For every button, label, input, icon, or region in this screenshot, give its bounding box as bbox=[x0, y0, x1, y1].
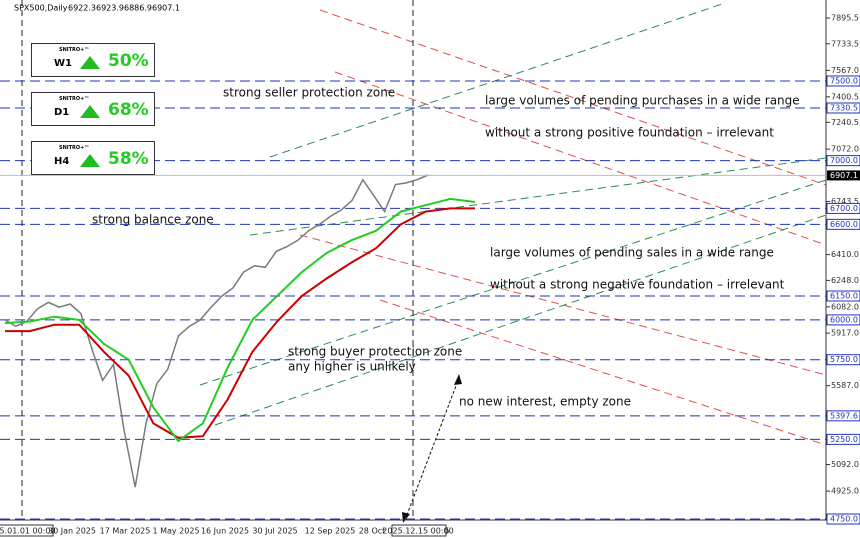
brand: SNITRO+™ bbox=[59, 145, 90, 151]
timeframe: W1 bbox=[54, 58, 72, 69]
percent: 58% bbox=[108, 149, 149, 169]
trend-lines bbox=[199, 2, 827, 446]
x-tick-label: 12 Sep 2025 bbox=[305, 527, 356, 536]
arrow-head bbox=[454, 374, 462, 385]
ohlc-value: 6923.9 bbox=[96, 4, 124, 13]
percent: 68% bbox=[108, 100, 149, 120]
x-tick-label: 30 Jan 2025 bbox=[48, 527, 96, 536]
x-tick-label: 17 Mar 2025 bbox=[100, 527, 151, 536]
y-tick-label: 7240.5 bbox=[831, 118, 859, 127]
level-label: 7330.5 bbox=[830, 103, 858, 112]
last-price-box bbox=[827, 170, 860, 181]
x-tick-label: 1 May 2025 bbox=[152, 527, 199, 536]
y-tick-label: 6248.0 bbox=[831, 276, 859, 285]
level-label: 6000.0 bbox=[830, 315, 858, 324]
x-tick-label: 28 Oct bbox=[359, 527, 386, 536]
up-icon bbox=[80, 154, 100, 167]
y-tick-label: 5092.0 bbox=[831, 460, 859, 469]
level-box bbox=[826, 75, 860, 87]
y-tick-label: 6082.0 bbox=[831, 302, 859, 311]
level-box bbox=[826, 155, 860, 167]
level-box bbox=[826, 202, 860, 214]
y-tick-label: 7072.0 bbox=[831, 145, 859, 154]
arrow-head bbox=[402, 512, 410, 523]
level-label: 5750.0 bbox=[830, 355, 858, 364]
signal-widget: SNITRO+™ H4 58% bbox=[31, 141, 155, 175]
timeframe: D1 bbox=[54, 107, 70, 118]
x-tick-label: 2025.12.15 00:00 bbox=[382, 527, 453, 536]
annotation: strong buyer protection zone bbox=[288, 345, 462, 359]
x-tick-label: 30 Jul 2025 bbox=[252, 527, 297, 536]
level-label: 6700.0 bbox=[830, 204, 858, 213]
x-tick-label: 16 Jun 2025 bbox=[201, 527, 249, 536]
level-box bbox=[826, 354, 860, 366]
level-label: 7000.0 bbox=[830, 156, 858, 165]
signal-widget: SNITRO+™ D1 68% bbox=[31, 92, 155, 126]
annotation: any higher is unlikely bbox=[288, 360, 416, 374]
last-price-label: 6907.1 bbox=[830, 171, 858, 180]
x-tick-label: 5 bbox=[444, 527, 449, 536]
y-tick-label: 5587.0 bbox=[831, 381, 859, 390]
level-label: 7500.0 bbox=[830, 76, 858, 85]
ohlc-value: 6886.9 bbox=[124, 4, 152, 13]
ohlc-value: 6922.3 bbox=[68, 4, 96, 13]
up-icon bbox=[80, 105, 100, 118]
chart-title: SPX500,Daily bbox=[14, 4, 68, 13]
level-box bbox=[826, 433, 860, 445]
y-tick-label: 5917.0 bbox=[831, 329, 859, 338]
level-label: 4750.0 bbox=[830, 515, 858, 524]
annotation: no new interest, empty zone bbox=[459, 395, 631, 409]
y-tick-label: 7733.5 bbox=[831, 39, 859, 48]
percent: 50% bbox=[108, 51, 149, 71]
level-label: 5250.0 bbox=[830, 435, 858, 444]
level-box bbox=[826, 513, 860, 525]
level-box bbox=[826, 410, 860, 422]
level-box bbox=[826, 102, 860, 114]
y-tick-label: 4925.0 bbox=[831, 487, 859, 496]
y-tick-label: 7400.5 bbox=[831, 92, 859, 101]
timeframe: H4 bbox=[54, 156, 70, 167]
signal-widget: SNITRO+™ W1 50% bbox=[31, 43, 155, 77]
level-box bbox=[826, 290, 860, 302]
y-tick-label: 7567.0 bbox=[831, 66, 859, 75]
annotation: strong seller protection zone bbox=[223, 86, 395, 100]
level-box bbox=[826, 314, 860, 326]
series-line bbox=[5, 207, 475, 439]
y-tick-label: 7895.5 bbox=[831, 13, 859, 22]
x-tick-box bbox=[391, 524, 447, 537]
series-line bbox=[4, 174, 429, 488]
level-label: 5397.6 bbox=[830, 411, 858, 420]
annotation: large volumes of pending purchases in a … bbox=[485, 94, 800, 108]
brand: SNITRO+™ bbox=[59, 47, 90, 53]
annotation: strong balance zone bbox=[92, 213, 214, 227]
annotation: large volumes of pending sales in a wide… bbox=[490, 246, 774, 260]
level-box bbox=[826, 218, 860, 230]
brand: SNITRO+™ bbox=[59, 96, 90, 102]
up-icon bbox=[80, 56, 100, 69]
y-tick-label: 6743.5 bbox=[831, 197, 859, 206]
level-label: 6150.0 bbox=[830, 292, 858, 301]
x-tick-label: 25.01.01 00:00 bbox=[0, 527, 56, 536]
annotation: without a strong positive foundation – i… bbox=[485, 126, 774, 140]
ohlc-value: 6907.1 bbox=[152, 4, 180, 13]
series-line bbox=[4, 197, 476, 443]
annotation: without a strong negative foundation – i… bbox=[490, 278, 785, 292]
y-tick-label: 6410.0 bbox=[831, 250, 859, 259]
x-tick-box bbox=[0, 524, 54, 537]
level-label: 6600.0 bbox=[830, 220, 858, 229]
arrow bbox=[404, 377, 460, 521]
